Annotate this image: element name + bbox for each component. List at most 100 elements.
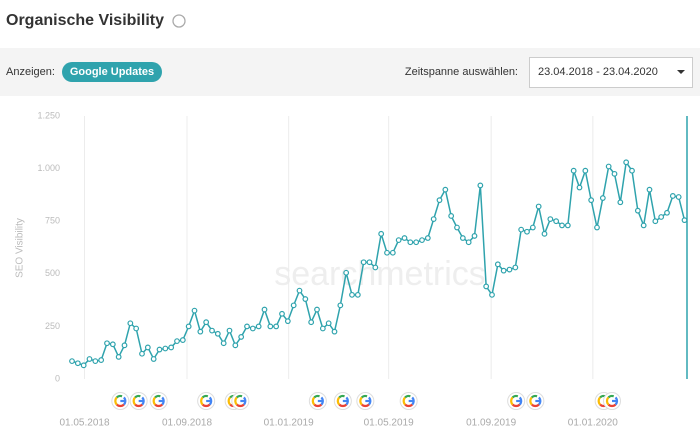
- x-tick-label: 01.09.2019: [466, 418, 516, 429]
- data-point: [255, 323, 262, 330]
- help-icon[interactable]: [172, 14, 186, 28]
- data-point: [459, 235, 466, 241]
- show-label: Anzeigen:: [6, 66, 55, 78]
- data-point: [424, 235, 431, 241]
- google-update-icon[interactable]: [356, 392, 375, 410]
- data-point: [494, 261, 501, 268]
- data-point: [564, 222, 571, 229]
- data-point: [104, 340, 110, 347]
- range-value: 23.04.2018 - 23.04.2020: [538, 66, 658, 78]
- data-point: [203, 319, 210, 326]
- data-point: [343, 269, 350, 276]
- x-tick-label: 01.05.2018: [59, 418, 109, 429]
- google-update-icon[interactable]: [149, 392, 168, 410]
- page-title: Organische Visibility: [6, 12, 164, 29]
- data-point: [296, 287, 303, 294]
- data-point: [92, 358, 99, 365]
- data-point: [214, 330, 221, 337]
- data-point: [634, 207, 641, 214]
- data-point: [594, 224, 600, 231]
- y-tick-label: 0: [55, 373, 60, 383]
- range-dropdown[interactable]: [529, 57, 693, 88]
- data-point: [354, 291, 361, 298]
- data-point: [302, 296, 309, 302]
- y-tick-label: 500: [45, 268, 60, 278]
- google-update-icon[interactable]: [231, 392, 250, 410]
- google-update-icon[interactable]: [111, 392, 130, 410]
- google-update-icon[interactable]: [399, 392, 418, 410]
- data-point: [267, 323, 274, 330]
- google-update-icon[interactable]: [308, 392, 327, 410]
- data-point: [570, 167, 577, 174]
- data-point: [664, 209, 670, 216]
- data-point: [535, 203, 542, 210]
- google-update-icon[interactable]: [507, 392, 526, 410]
- data-point: [576, 184, 583, 191]
- data-point: [349, 291, 355, 298]
- data-point: [226, 327, 233, 334]
- data-point: [232, 342, 239, 349]
- data-point: [559, 222, 565, 229]
- google-update-icon[interactable]: [197, 392, 216, 410]
- data-point: [220, 340, 227, 347]
- data-point: [284, 318, 291, 325]
- data-point: [115, 354, 122, 360]
- data-point: [623, 159, 630, 166]
- data-point: [384, 249, 390, 256]
- data-point: [489, 291, 495, 298]
- data-point: [524, 228, 530, 235]
- data-point: [658, 214, 665, 220]
- data-point: [471, 233, 478, 239]
- data-point: [174, 338, 180, 345]
- data-point: [483, 283, 490, 290]
- data-point: [448, 213, 455, 219]
- data-point: [249, 325, 256, 332]
- google-updates-toggle[interactable]: [62, 62, 162, 82]
- data-point: [191, 307, 198, 314]
- x-tick-label: 01.05.2019: [364, 418, 414, 429]
- data-point: [109, 341, 116, 348]
- data-point: [279, 310, 285, 317]
- toggle-label: Google Updates: [70, 66, 154, 78]
- data-point: [529, 224, 536, 231]
- data-point: [617, 199, 624, 206]
- data-point: [179, 337, 186, 343]
- y-tick-label: 1.000: [37, 163, 60, 173]
- data-point: [640, 222, 647, 229]
- x-tick-label: 01.01.2019: [264, 418, 314, 429]
- data-point: [477, 182, 484, 189]
- data-point: [331, 328, 338, 335]
- google-update-icon[interactable]: [603, 392, 621, 410]
- data-point: [121, 342, 128, 349]
- data-point: [69, 358, 75, 365]
- data-point: [518, 226, 525, 233]
- data-point: [454, 224, 460, 231]
- data-point: [238, 334, 245, 340]
- data-point: [588, 197, 595, 204]
- data-point: [389, 249, 396, 256]
- google-update-icon[interactable]: [526, 392, 545, 410]
- data-point: [553, 218, 560, 225]
- data-point: [290, 302, 297, 309]
- data-point: [185, 323, 192, 330]
- data-point: [314, 306, 320, 313]
- data-point: [378, 230, 385, 237]
- visibility-line: [71, 160, 686, 367]
- data-point: [605, 163, 612, 170]
- data-point: [150, 356, 157, 362]
- google-update-icon[interactable]: [333, 392, 352, 410]
- data-point: [669, 193, 676, 199]
- data-point: [675, 194, 682, 200]
- dropdown-caret: [677, 70, 685, 74]
- data-point: [582, 167, 589, 174]
- data-point: [360, 259, 367, 266]
- data-point: [98, 357, 105, 363]
- data-point: [325, 320, 332, 327]
- data-point: [372, 264, 379, 271]
- data-point: [401, 235, 408, 241]
- google-update-icon[interactable]: [129, 392, 148, 410]
- data-point: [209, 327, 215, 334]
- data-point: [629, 167, 635, 174]
- data-point: [681, 217, 688, 224]
- data-point: [512, 264, 519, 271]
